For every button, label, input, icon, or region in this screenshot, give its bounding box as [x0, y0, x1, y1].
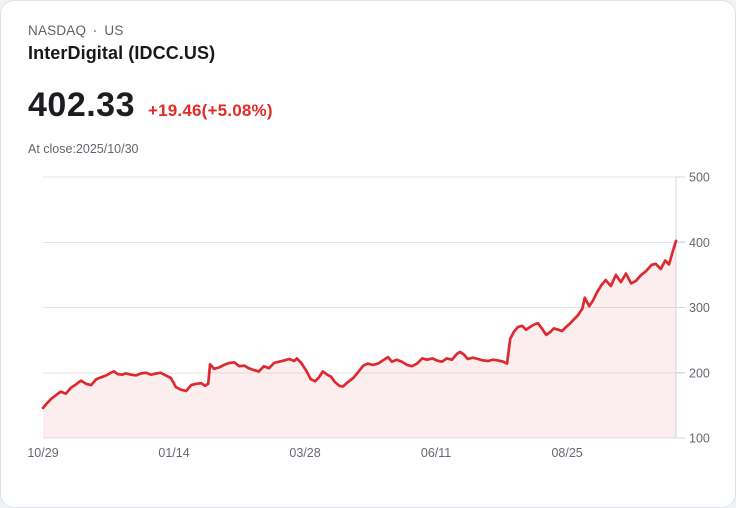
x-tick-label: 06/11 [421, 446, 451, 460]
price-line [41, 239, 678, 410]
price-chart-svg: 100 200 300 400 500 10/29 01/14 03/28 06/11 08/25 [27, 171, 710, 461]
x-tick-label: 10/29 [27, 446, 58, 460]
current-price: 402.33 [28, 86, 135, 124]
region-label: US [104, 23, 124, 38]
y-tick-label: 400 [689, 236, 710, 250]
exchange-label: NASDAQ [28, 23, 87, 38]
x-tick-label: 01/14 [158, 446, 189, 460]
x-tick-label: 03/28 [289, 446, 320, 460]
close-time-label: At close:2025/10/30 [28, 142, 139, 156]
y-tick-label: 500 [689, 171, 710, 185]
y-tick-label: 100 [689, 432, 710, 446]
exchange-row: NASDAQ · US [28, 23, 708, 38]
quote-header: NASDAQ · US InterDigital (IDCC.US) 402.3… [28, 23, 708, 156]
x-tick-label: 08/25 [551, 446, 582, 460]
price-row: 402.33 +19.46(+5.08%) [28, 86, 708, 125]
stock-title: InterDigital (IDCC.US) [28, 43, 216, 63]
price-chart-area[interactable]: 100 200 300 400 500 10/29 01/14 03/28 06/11 08/25 [1, 161, 735, 501]
y-tick-label: 200 [689, 366, 710, 380]
dot-separator-icon: · [93, 23, 98, 38]
price-change: +19.46(+5.08%) [148, 101, 273, 120]
area-fill [43, 240, 676, 438]
y-tick-label: 300 [689, 301, 710, 315]
